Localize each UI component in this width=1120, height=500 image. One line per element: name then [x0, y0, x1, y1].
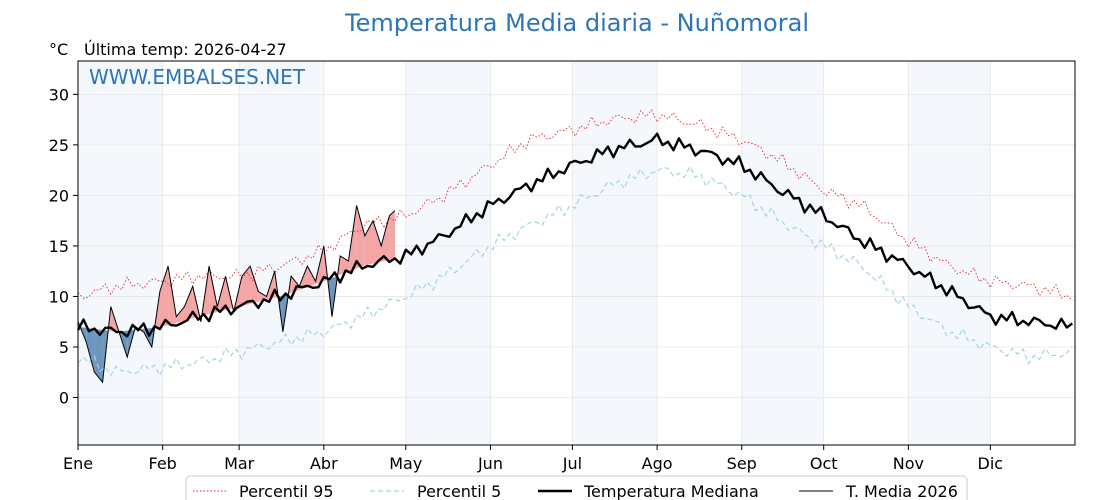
legend-label-2026: T. Media 2026 [845, 482, 958, 500]
fill-above-median [250, 266, 259, 304]
fill-above-median [389, 210, 395, 260]
x-tick-label: Feb [149, 454, 177, 473]
legend: Percentil 95 Percentil 5 Temperatura Med… [185, 475, 968, 500]
month-shade-mar [239, 61, 324, 445]
y-tick-label: 15 [49, 237, 69, 256]
fill-above-median [356, 205, 365, 269]
fill-above-median [184, 286, 193, 321]
y-tick-label: 30 [49, 85, 69, 104]
series-lines [76, 109, 1074, 384]
plot-frame [77, 60, 1076, 446]
x-tick-label: Ene [63, 454, 93, 473]
legend-label-p95: Percentil 95 [239, 482, 334, 500]
x-tick-label: Sep [727, 454, 757, 473]
month-shade-ene [78, 61, 163, 445]
month-shading [78, 61, 991, 445]
y-tick-label: 20 [49, 186, 69, 205]
fill-above-median [381, 215, 390, 262]
legend-label-median: Temperatura Mediana [583, 482, 759, 500]
last-temp-date: Última temp: 2026-04-27 [84, 40, 287, 59]
y-tick-label: 5 [59, 338, 69, 357]
month-shade-nov [908, 61, 991, 445]
x-tick-label: Jun [477, 454, 503, 473]
grid-lines [77, 61, 1075, 445]
series-line-temperatura-mediana [76, 132, 1074, 338]
x-tick-label: Abr [310, 454, 338, 473]
watermark: WWW.EMBALSES.NET [89, 65, 306, 89]
fill-above-median [291, 276, 300, 293]
y-unit-label: °C [49, 40, 68, 59]
x-tick-label: Dic [978, 454, 1004, 473]
chart-title: Temperatura Media diaria - Nuñomoral [344, 9, 809, 37]
y-tick-label: 0 [59, 389, 69, 408]
fill-above-median [364, 220, 373, 266]
legend-frame [185, 475, 968, 500]
fill-below-median [94, 328, 103, 383]
month-shade-jul [572, 61, 658, 445]
fill-above-median [373, 220, 382, 264]
fill-above-median [307, 266, 316, 287]
fill-above-median [241, 266, 251, 306]
legend-label-p5: Percentil 5 [417, 482, 501, 500]
x-tick-label: Ago [642, 454, 673, 473]
fill-below-median [86, 327, 95, 373]
x-tick-label: Jul [562, 454, 582, 473]
x-tick-label: Nov [893, 454, 924, 473]
month-shade-may [405, 61, 491, 445]
fill-above-median [176, 306, 185, 323]
x-axis: Ene Feb Mar Abr May Jun Jul Ago Sep Oct Nov Dic [63, 445, 1003, 473]
y-tick-label: 25 [49, 136, 69, 155]
x-tick-label: Oct [810, 454, 838, 473]
month-shade-sep [741, 61, 824, 445]
series-line-t-media-2026 [77, 205, 396, 384]
y-tick-label: 10 [49, 287, 69, 306]
y-axis: 0 5 10 15 20 25 30 [49, 85, 78, 408]
x-tick-label: Mar [224, 454, 255, 473]
series-line-percentil-5 [77, 165, 1073, 377]
x-tick-label: May [389, 454, 422, 473]
